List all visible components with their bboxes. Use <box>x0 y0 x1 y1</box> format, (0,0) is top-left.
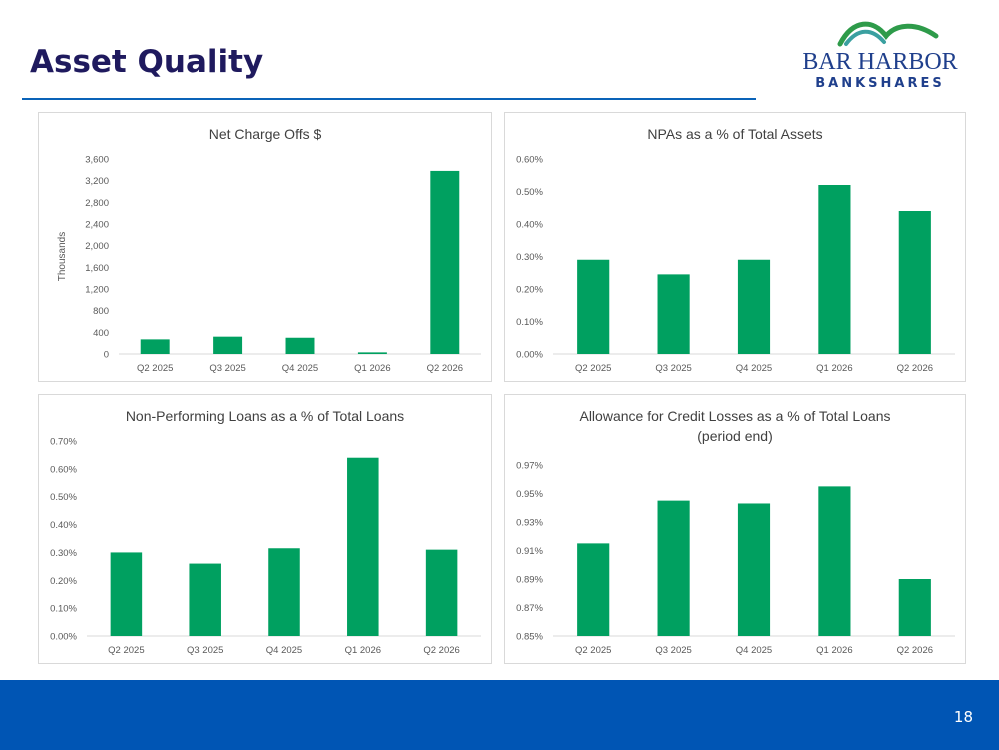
chart-title: NPAs as a % of Total Assets <box>647 126 822 142</box>
bar-q2-2026 <box>898 579 931 636</box>
chart-acl-total-loans-svg: Allowance for Credit Losses as a % of To… <box>516 408 955 656</box>
x-tick-label: Q2 2025 <box>137 363 173 374</box>
chart-net-charge-offs-svg: Net Charge Offs $ 0 400 800 1,200 1,600 2,000 2… <box>57 126 481 374</box>
x-tick-label: Q4 2025 <box>736 645 772 656</box>
y-tick-label: 3,600 <box>85 155 109 166</box>
chart-title: Net Charge Offs $ <box>209 126 322 142</box>
y-tick-label: 0.30% <box>50 548 77 559</box>
y-tick-label: 0.95% <box>516 489 543 500</box>
y-tick-label: 0.70% <box>50 437 77 448</box>
chart-npas-total-assets: NPAs as a % of Total Assets 0.00% 0.10% 0.2… <box>504 112 966 382</box>
y-tick-label: 800 <box>93 306 109 317</box>
x-tick-label: Q1 2026 <box>816 645 852 656</box>
bar-q1-2026 <box>357 352 387 354</box>
y-tick-label: 0.20% <box>516 285 543 296</box>
chart-npas-total-assets-svg: NPAs as a % of Total Assets 0.00% 0.10% 0.2… <box>516 126 955 374</box>
y-tick-label: 1,600 <box>85 263 109 274</box>
bar-q2-2025 <box>577 259 610 354</box>
y-tick-label: 0.87% <box>516 603 543 614</box>
x-tick-label: Q1 2026 <box>354 363 390 374</box>
y-tick-label: 0.20% <box>50 576 77 587</box>
y-tick-label: 0.40% <box>516 220 543 231</box>
footer-bar: 18 <box>0 680 999 750</box>
bar-q2-2025 <box>140 339 170 354</box>
x-tick-label: Q2 2026 <box>897 645 933 656</box>
bar-q3-2025 <box>657 274 690 354</box>
x-tick-label: Q2 2026 <box>423 645 459 656</box>
y-tick-label: 0.60% <box>50 464 77 475</box>
x-tick-label: Q2 2025 <box>575 363 611 374</box>
y-tick-label: 0.93% <box>516 518 543 529</box>
bar-q3-2025 <box>213 336 243 354</box>
y-tick-label: 0.85% <box>516 632 543 643</box>
bar-q2-2026 <box>898 211 931 354</box>
y-tick-label: 0.10% <box>50 604 77 615</box>
y-tick-label: 0.50% <box>50 492 77 503</box>
y-tick-label: 0.00% <box>50 632 77 643</box>
logo-text-line2: BANKSHARES <box>815 76 944 91</box>
logo-text-line1: BAR HARBOR <box>802 49 957 75</box>
x-tick-label: Q2 2026 <box>897 363 933 374</box>
x-tick-label: Q3 2025 <box>655 645 691 656</box>
bar-q3-2025 <box>657 500 690 636</box>
y-tick-label: 0.89% <box>516 575 543 586</box>
page-number: 18 <box>953 708 973 726</box>
chart-npl-total-loans: Non-Performing Loans as a % of Total Loa… <box>38 394 492 664</box>
bar-q3-2025 <box>189 563 221 636</box>
title-divider <box>22 98 756 100</box>
bar-q2-2026 <box>425 549 458 636</box>
chart-title: Allowance for Credit Losses as a % of To… <box>579 408 890 424</box>
y-tick-label: 0.91% <box>516 546 543 557</box>
y-tick-label: 2,000 <box>85 241 109 252</box>
bar-q4-2025 <box>737 503 771 636</box>
y-tick-label: 2,800 <box>85 198 109 209</box>
page-title: Asset Quality <box>30 44 264 80</box>
x-tick-label: Q3 2025 <box>187 645 223 656</box>
chart-net-charge-offs: Net Charge Offs $ 0 400 800 1,200 1,600 2,000 2… <box>38 112 492 382</box>
x-tick-label: Q3 2025 <box>655 363 691 374</box>
y-tick-label: 0.30% <box>516 252 543 263</box>
bar-harbor-logo: BAR HARBOR BANKSHARES <box>798 14 968 94</box>
y-tick-label: 0.97% <box>516 461 543 472</box>
bar-q2-2025 <box>110 552 143 636</box>
bar-q4-2025 <box>737 259 771 354</box>
bar-q2-2025 <box>577 543 610 636</box>
bar-q2-2026 <box>430 170 460 354</box>
y-tick-label: 1,200 <box>85 285 109 296</box>
y-tick-label: 3,200 <box>85 176 109 187</box>
bar-q4-2025 <box>285 337 315 354</box>
y-tick-label: 0.10% <box>516 317 543 328</box>
bar-q1-2026 <box>818 486 851 636</box>
bar-q4-2025 <box>268 548 300 636</box>
bar-q1-2026 <box>347 457 379 636</box>
y-tick-label: 400 <box>93 328 109 339</box>
logo-graphic: BAR HARBOR BANKSHARES <box>802 21 958 91</box>
x-tick-label: Q1 2026 <box>816 363 852 374</box>
x-tick-label: Q1 2026 <box>345 645 381 656</box>
bar-q1-2026 <box>818 185 851 354</box>
x-tick-label: Q2 2026 <box>427 363 463 374</box>
x-tick-label: Q3 2025 <box>209 363 245 374</box>
y-tick-label: 0.50% <box>516 187 543 198</box>
y-tick-label: 0.60% <box>516 155 543 166</box>
chart-subtitle: (period end) <box>697 428 773 444</box>
y-tick-label: 0.00% <box>516 350 543 361</box>
y-axis-label: Thousands <box>57 232 68 281</box>
x-tick-label: Q4 2025 <box>282 363 318 374</box>
chart-title: Non-Performing Loans as a % of Total Loa… <box>126 408 404 424</box>
x-tick-label: Q2 2025 <box>575 645 611 656</box>
x-tick-label: Q4 2025 <box>266 645 302 656</box>
y-tick-label: 2,400 <box>85 220 109 231</box>
y-tick-label: 0 <box>104 350 109 361</box>
chart-acl-total-loans: Allowance for Credit Losses as a % of To… <box>504 394 966 664</box>
y-tick-label: 0.40% <box>50 520 77 531</box>
x-tick-label: Q2 2025 <box>108 645 144 656</box>
x-tick-label: Q4 2025 <box>736 363 772 374</box>
chart-npl-total-loans-svg: Non-Performing Loans as a % of Total Loa… <box>50 408 481 656</box>
